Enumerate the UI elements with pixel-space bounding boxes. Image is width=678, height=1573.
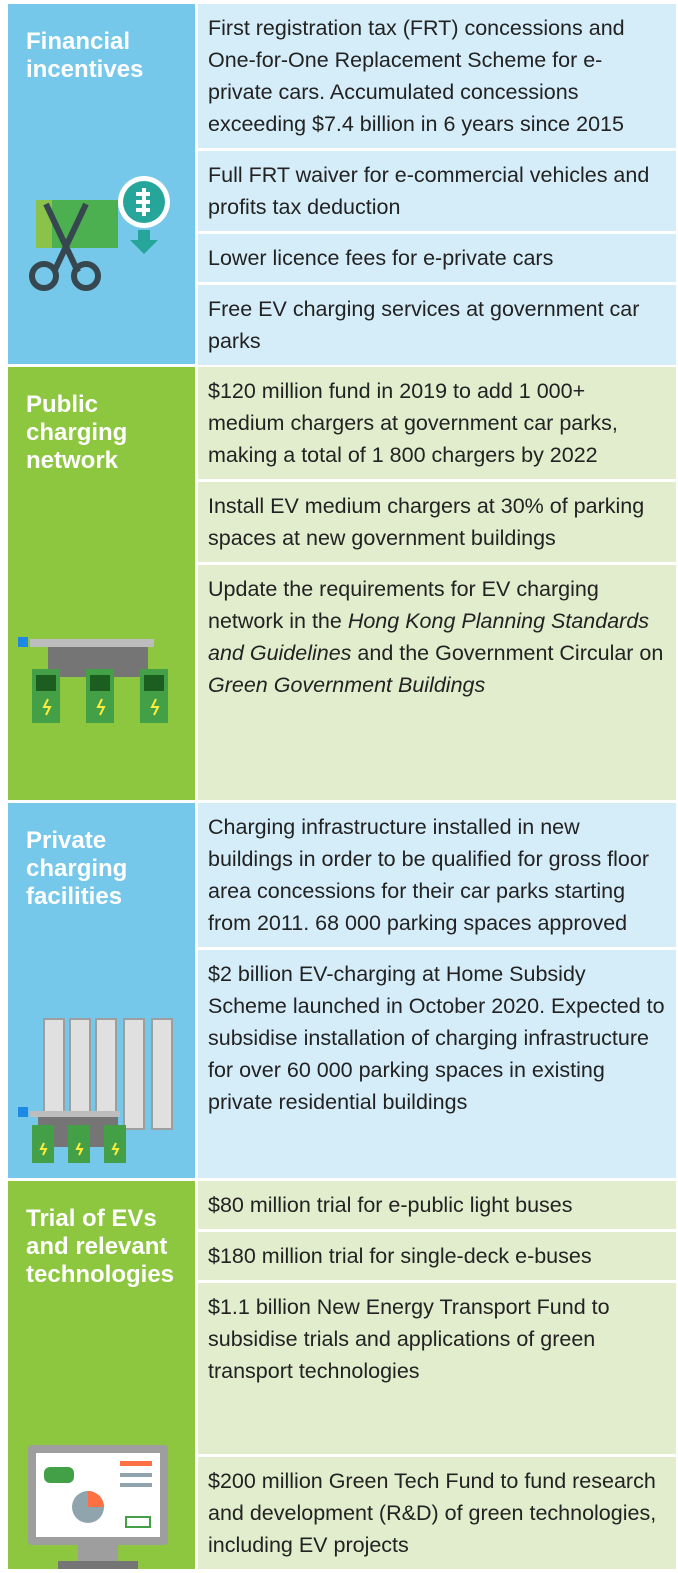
item-text: $2 billion EV-charging at Home Subsidy S… [208,962,665,1114]
item-text: Lower licence fees for e-private cars [208,246,553,270]
item: $1.1 billion New Energy Transport Fund t… [198,1283,676,1454]
section: Public charging network $120 million fun… [8,367,676,800]
charger-icon [8,607,195,727]
items: $80 million trial for e-public light bus… [198,1181,676,1569]
item: $180 million trial for single-deck e-bus… [198,1232,676,1280]
section-title: Private charging facilities [26,827,185,911]
item: Free EV charging services at government … [198,285,676,365]
item-text: $1.1 billion New Energy Transport Fund t… [208,1295,610,1383]
item-text: $120 million fund in 2019 to add 1 000+ … [208,379,618,467]
items: $120 million fund in 2019 to add 1 000+ … [198,367,676,800]
item: Install EV medium chargers at 30% of par… [198,482,676,562]
section-label: Private charging facilities [8,803,195,1178]
item-text: $180 million trial for single-deck e-bus… [208,1244,592,1268]
items: Charging infrastructure installed in new… [198,803,676,1178]
item: Lower licence fees for e-private cars [198,234,676,282]
section-title: Financial incentives [26,28,185,84]
item: First registration tax (FRT) concessions… [198,4,676,148]
item: $2 billion EV-charging at Home Subsidy S… [198,950,676,1178]
item-text: and the Government Circular on [351,641,663,665]
item-text-italic: Green Government Buildings [208,673,485,697]
item-text: $200 million Green Tech Fund to fund res… [208,1469,656,1557]
section-label: Trial of EVs and relevant technologies [8,1181,195,1569]
items: First registration tax (FRT) concessions… [198,4,676,364]
item-text: Free EV charging services at government … [208,297,639,353]
section: Financial incentives First registration … [8,4,676,364]
building-icon [8,1015,195,1165]
item-text: Charging infrastructure installed in new… [208,815,649,935]
item-text: Full FRT waiver for e-commercial vehicle… [208,163,649,219]
section: Trial of EVs and relevant technologies $… [8,1181,676,1569]
tax-icon [8,154,195,294]
item: $200 million Green Tech Fund to fund res… [198,1457,676,1569]
monitor-icon [8,1443,195,1573]
item: $120 million fund in 2019 to add 1 000+ … [198,367,676,479]
section-label: Financial incentives [8,4,195,364]
infographic: Financial incentives First registration … [8,4,676,1569]
section-label: Public charging network [8,367,195,800]
section-title: Trial of EVs and relevant technologies [26,1205,185,1289]
item: Full FRT waiver for e-commercial vehicle… [198,151,676,231]
item: Charging infrastructure installed in new… [198,803,676,947]
item-text: Install EV medium chargers at 30% of par… [208,494,644,550]
item: $80 million trial for e-public light bus… [198,1181,676,1229]
item-text: $80 million trial for e-public light bus… [208,1193,572,1217]
section: Private charging facilities Charging inf… [8,803,676,1178]
section-title: Public charging network [26,391,185,475]
item: Update the requirements for EV charging … [198,565,676,800]
item-text: First registration tax (FRT) concessions… [208,16,625,136]
